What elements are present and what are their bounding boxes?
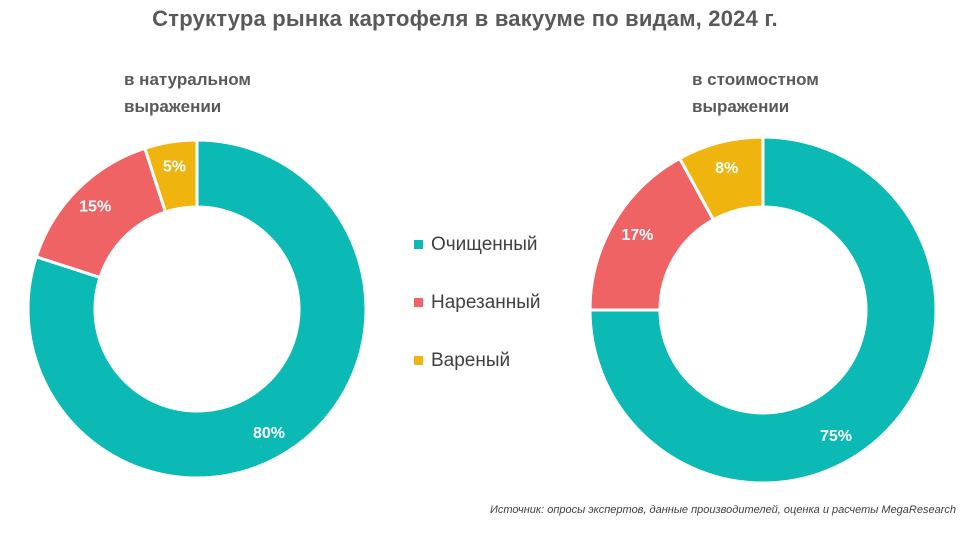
legend-item-peeled: Очищенный [414,230,541,288]
left-donut-slice-peeled [26,138,368,480]
legend-label-sliced: Нарезанный [431,292,541,313]
left-donut-slice-boiled [142,138,199,214]
right-donut-slice-boiled [677,135,765,222]
source-note: Источник: опросы экспертов, данные произ… [490,504,956,516]
right-chart-subtitle: в стоимостном выражении [692,70,819,116]
left-donut-label-boiled: 5% [163,158,186,175]
legend-item-sliced: Нарезанный [414,288,541,346]
legend-swatch-sliced [414,298,423,307]
legend-label-peeled: Очищенный [431,234,538,255]
right-donut-label-sliced: 17% [621,227,653,244]
legend-swatch-peeled [414,240,423,249]
legend-label-boiled: Вареный [431,350,511,371]
chart-title: Структура рынка картофеля в вакууме по в… [152,6,778,31]
right-donut-slice-peeled [588,135,938,485]
left-chart-subtitle: в натуральном выражении [124,70,251,116]
right-donut-label-boiled: 8% [715,160,738,177]
legend-swatch-boiled [414,356,423,365]
left-donut-label-sliced: 15% [79,199,111,216]
legend: Очищенный Нарезанный Вареный [414,230,541,404]
legend-item-boiled: Вареный [414,346,541,404]
left-donut-label-peeled: 80% [253,425,285,442]
right-donut-label-peeled: 75% [820,428,852,445]
